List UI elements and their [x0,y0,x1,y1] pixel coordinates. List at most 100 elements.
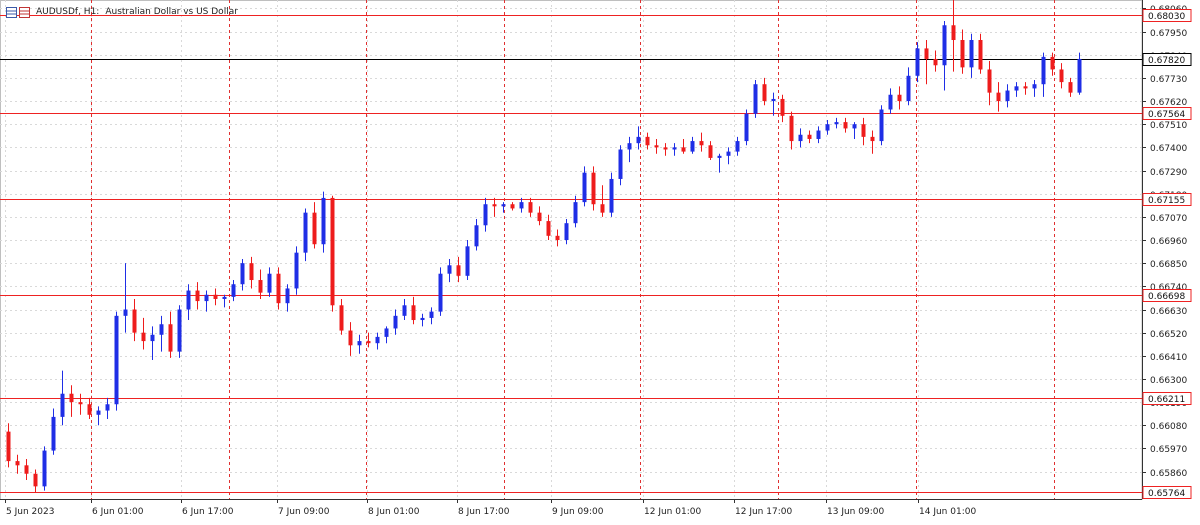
candle[interactable] [852,122,857,139]
candle[interactable] [699,132,704,152]
candle[interactable] [627,136,632,163]
candle[interactable] [1041,52,1046,97]
candle[interactable] [159,315,164,352]
candle[interactable] [492,197,497,217]
candle[interactable] [933,50,938,72]
candle[interactable] [798,128,803,148]
candle[interactable] [672,143,677,156]
price-axis[interactable]: 0.680600.679500.678400.677300.676200.675… [1142,5,1192,499]
candle[interactable] [249,256,254,289]
candle[interactable] [582,166,587,207]
candle[interactable] [771,92,776,116]
candle[interactable] [33,469,38,493]
candle[interactable] [240,258,245,291]
candle[interactable] [780,94,785,123]
candle[interactable] [294,246,299,295]
candle[interactable] [906,67,911,106]
candle[interactable] [465,240,470,281]
candle[interactable] [951,0,956,72]
candle[interactable] [825,120,830,135]
candle[interactable] [195,282,200,310]
candle[interactable] [501,202,506,213]
candle[interactable] [888,88,893,114]
candle[interactable] [789,111,794,150]
candle[interactable] [1023,82,1028,95]
candle[interactable] [321,191,326,253]
candle[interactable] [537,206,542,226]
candle[interactable] [42,446,47,491]
candle[interactable] [510,202,515,211]
candle[interactable] [357,334,362,354]
candle[interactable] [1032,80,1037,97]
candle[interactable] [123,263,128,333]
candle[interactable] [15,454,20,474]
candle[interactable] [546,214,551,241]
candle[interactable] [60,370,65,426]
candle[interactable] [24,458,29,481]
candle[interactable] [186,284,191,321]
candle[interactable] [591,166,596,211]
candle[interactable] [456,256,461,283]
candle[interactable] [1005,84,1010,108]
candle[interactable] [177,305,182,358]
candle[interactable] [1068,77,1073,97]
candle[interactable] [114,311,119,411]
candle[interactable] [987,61,992,106]
candle[interactable] [96,406,101,426]
candle[interactable] [645,132,650,150]
candle[interactable] [717,153,722,173]
candle[interactable] [213,288,218,306]
candle[interactable] [375,332,380,350]
candle[interactable] [87,397,92,419]
candle[interactable] [834,117,839,129]
candle[interactable] [1050,52,1055,76]
candle[interactable] [141,317,146,350]
candle[interactable] [960,29,965,74]
candle[interactable] [735,136,740,156]
candle[interactable] [231,280,236,302]
candle[interactable] [51,408,56,455]
candle[interactable] [663,143,668,156]
candle[interactable] [1077,52,1082,95]
candle[interactable] [429,307,434,325]
candle[interactable] [150,326,155,361]
candle[interactable] [402,298,407,321]
candle[interactable] [753,80,758,118]
candle[interactable] [69,385,74,417]
candle[interactable] [573,195,578,228]
candle[interactable] [996,82,1001,112]
candle[interactable] [861,117,866,146]
candle[interactable] [303,208,308,262]
candle[interactable] [762,77,767,106]
candle[interactable] [555,229,560,247]
candle[interactable] [258,269,263,299]
candle[interactable] [843,117,848,133]
candle[interactable] [528,197,533,217]
candle[interactable] [600,185,605,217]
candle[interactable] [636,126,641,150]
candle[interactable] [519,197,524,213]
candle[interactable] [654,138,659,154]
candle[interactable] [609,172,614,217]
candle[interactable] [285,284,290,312]
candle[interactable] [132,298,137,342]
candle[interactable] [915,42,920,83]
candle[interactable] [897,86,902,110]
candle[interactable] [366,332,371,348]
candle[interactable] [474,218,479,251]
candle[interactable] [708,141,713,161]
candle[interactable] [276,267,281,310]
candle[interactable] [483,197,488,232]
candle[interactable] [690,136,695,154]
candle[interactable] [339,298,344,335]
candle[interactable] [393,309,398,335]
candle[interactable] [816,126,821,144]
candle[interactable] [348,322,353,356]
candle[interactable] [447,258,452,283]
candle[interactable] [312,202,317,249]
candle[interactable] [78,393,83,415]
candle[interactable] [618,145,623,186]
candle[interactable] [420,313,425,327]
candle[interactable] [870,130,875,154]
